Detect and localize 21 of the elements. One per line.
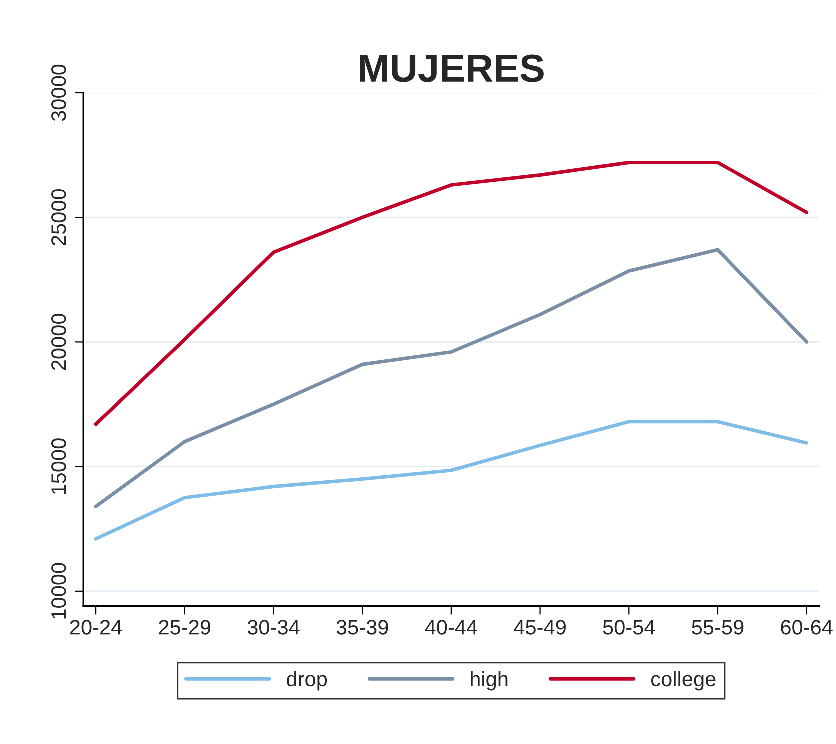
line-series	[94, 161, 809, 426]
x-tick-label: 35-39	[336, 620, 388, 635]
y-tick-label: 10000	[52, 563, 66, 619]
x-tick-label: 20-24	[70, 620, 122, 635]
legend-label: college	[652, 671, 716, 691]
chart-title: MUJERES	[360, 54, 544, 82]
x-tick-label: 55-59	[692, 620, 744, 635]
x-tick-label: 60-64	[781, 620, 833, 635]
x-tick-label: 40-44	[425, 620, 478, 635]
legend-label: high	[471, 671, 508, 691]
x-tick-label: 50-54	[603, 620, 656, 635]
line-series	[94, 420, 809, 541]
x-tick-label: 30-34	[248, 620, 300, 635]
y-tick-label: 30000	[52, 64, 66, 122]
y-tick-label: 15000	[52, 438, 66, 494]
x-tick-label: 45-49	[514, 620, 566, 635]
x-tick-label: 25-29	[159, 620, 211, 635]
y-tick-label: 25000	[52, 189, 66, 246]
legend-label: drop	[287, 671, 328, 691]
y-tick-label: 20000	[52, 314, 66, 370]
line-series	[94, 248, 809, 508]
